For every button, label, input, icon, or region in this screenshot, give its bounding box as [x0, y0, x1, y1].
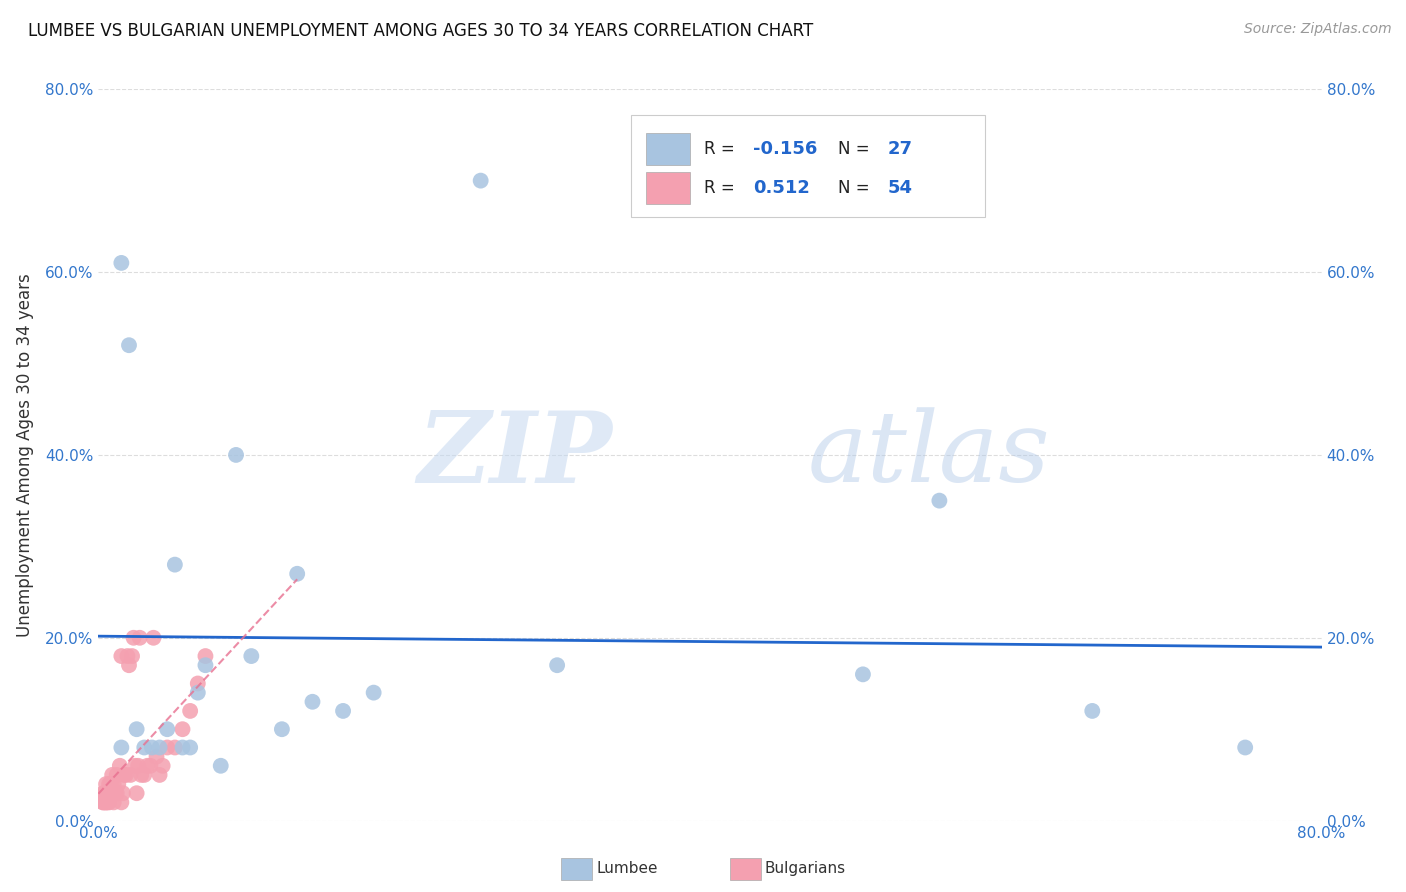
Text: 27: 27	[887, 140, 912, 158]
Point	[187, 685, 209, 699]
Point	[97, 786, 120, 800]
Text: R =: R =	[704, 140, 740, 158]
Point	[94, 786, 117, 800]
Point	[117, 649, 139, 664]
Text: ZIP: ZIP	[418, 407, 612, 503]
Y-axis label: Unemployment Among Ages 30 to 34 years: Unemployment Among Ages 30 to 34 years	[15, 273, 34, 637]
Point	[93, 796, 115, 810]
Point	[98, 786, 121, 800]
Point	[98, 777, 121, 791]
Point	[110, 796, 132, 810]
Point	[928, 493, 950, 508]
Point	[152, 758, 174, 772]
Text: Source: ZipAtlas.com: Source: ZipAtlas.com	[1244, 22, 1392, 37]
Point	[209, 758, 232, 772]
Point	[110, 649, 132, 664]
Point	[187, 676, 209, 690]
Point	[91, 796, 114, 810]
FancyBboxPatch shape	[647, 172, 690, 204]
Point	[125, 723, 148, 737]
Point	[118, 658, 141, 673]
Text: atlas: atlas	[808, 408, 1050, 502]
Point	[103, 777, 125, 791]
Point	[179, 740, 201, 755]
Text: Lumbee: Lumbee	[596, 862, 658, 876]
Point	[115, 768, 138, 782]
Point	[136, 758, 159, 772]
Point	[94, 796, 117, 810]
Point	[546, 658, 568, 673]
Point	[470, 174, 492, 188]
Point	[163, 740, 186, 755]
Point	[332, 704, 354, 718]
Point	[124, 758, 146, 772]
Text: Bulgarians: Bulgarians	[765, 862, 846, 876]
Point	[104, 786, 127, 800]
Point	[149, 768, 172, 782]
Point	[142, 631, 165, 645]
Point	[285, 566, 308, 581]
Point	[100, 786, 122, 800]
Point	[145, 749, 167, 764]
Point	[172, 740, 194, 755]
Point	[110, 740, 132, 755]
Point	[194, 649, 217, 664]
Point	[270, 723, 292, 737]
Point	[94, 777, 117, 791]
Point	[101, 768, 124, 782]
Point	[103, 796, 125, 810]
Point	[98, 796, 121, 810]
Point	[91, 786, 114, 800]
Point	[301, 695, 323, 709]
FancyBboxPatch shape	[630, 115, 986, 218]
Point	[121, 649, 143, 664]
Point	[129, 768, 152, 782]
Point	[110, 256, 132, 270]
Point	[156, 740, 179, 755]
Point	[1234, 740, 1257, 755]
Point	[149, 740, 172, 755]
Point	[118, 338, 141, 352]
Point	[103, 786, 125, 800]
Point	[225, 448, 247, 462]
Point	[172, 723, 194, 737]
Point	[156, 723, 179, 737]
Point	[141, 740, 163, 755]
Point	[97, 796, 120, 810]
Point	[112, 768, 135, 782]
Point	[100, 777, 122, 791]
Point	[139, 758, 162, 772]
Point	[179, 704, 201, 718]
Point	[122, 631, 145, 645]
Point	[127, 758, 149, 772]
Point	[163, 558, 186, 572]
Text: LUMBEE VS BULGARIAN UNEMPLOYMENT AMONG AGES 30 TO 34 YEARS CORRELATION CHART: LUMBEE VS BULGARIAN UNEMPLOYMENT AMONG A…	[28, 22, 813, 40]
Point	[93, 786, 115, 800]
Point	[105, 786, 128, 800]
FancyBboxPatch shape	[647, 133, 690, 165]
Point	[94, 796, 117, 810]
Point	[240, 649, 263, 664]
Text: N =: N =	[838, 140, 876, 158]
Text: -0.156: -0.156	[752, 140, 817, 158]
Point	[194, 658, 217, 673]
Point	[125, 786, 148, 800]
Point	[105, 768, 128, 782]
Text: R =: R =	[704, 179, 740, 197]
Point	[111, 786, 134, 800]
Point	[134, 768, 156, 782]
Point	[107, 777, 129, 791]
Point	[101, 786, 124, 800]
Point	[108, 758, 131, 772]
Point	[363, 685, 385, 699]
Point	[1081, 704, 1104, 718]
Point	[128, 631, 150, 645]
Point	[134, 740, 156, 755]
Point	[852, 667, 875, 681]
Text: 54: 54	[887, 179, 912, 197]
Point	[91, 796, 114, 810]
Point	[120, 768, 142, 782]
Text: N =: N =	[838, 179, 876, 197]
Text: 0.512: 0.512	[752, 179, 810, 197]
